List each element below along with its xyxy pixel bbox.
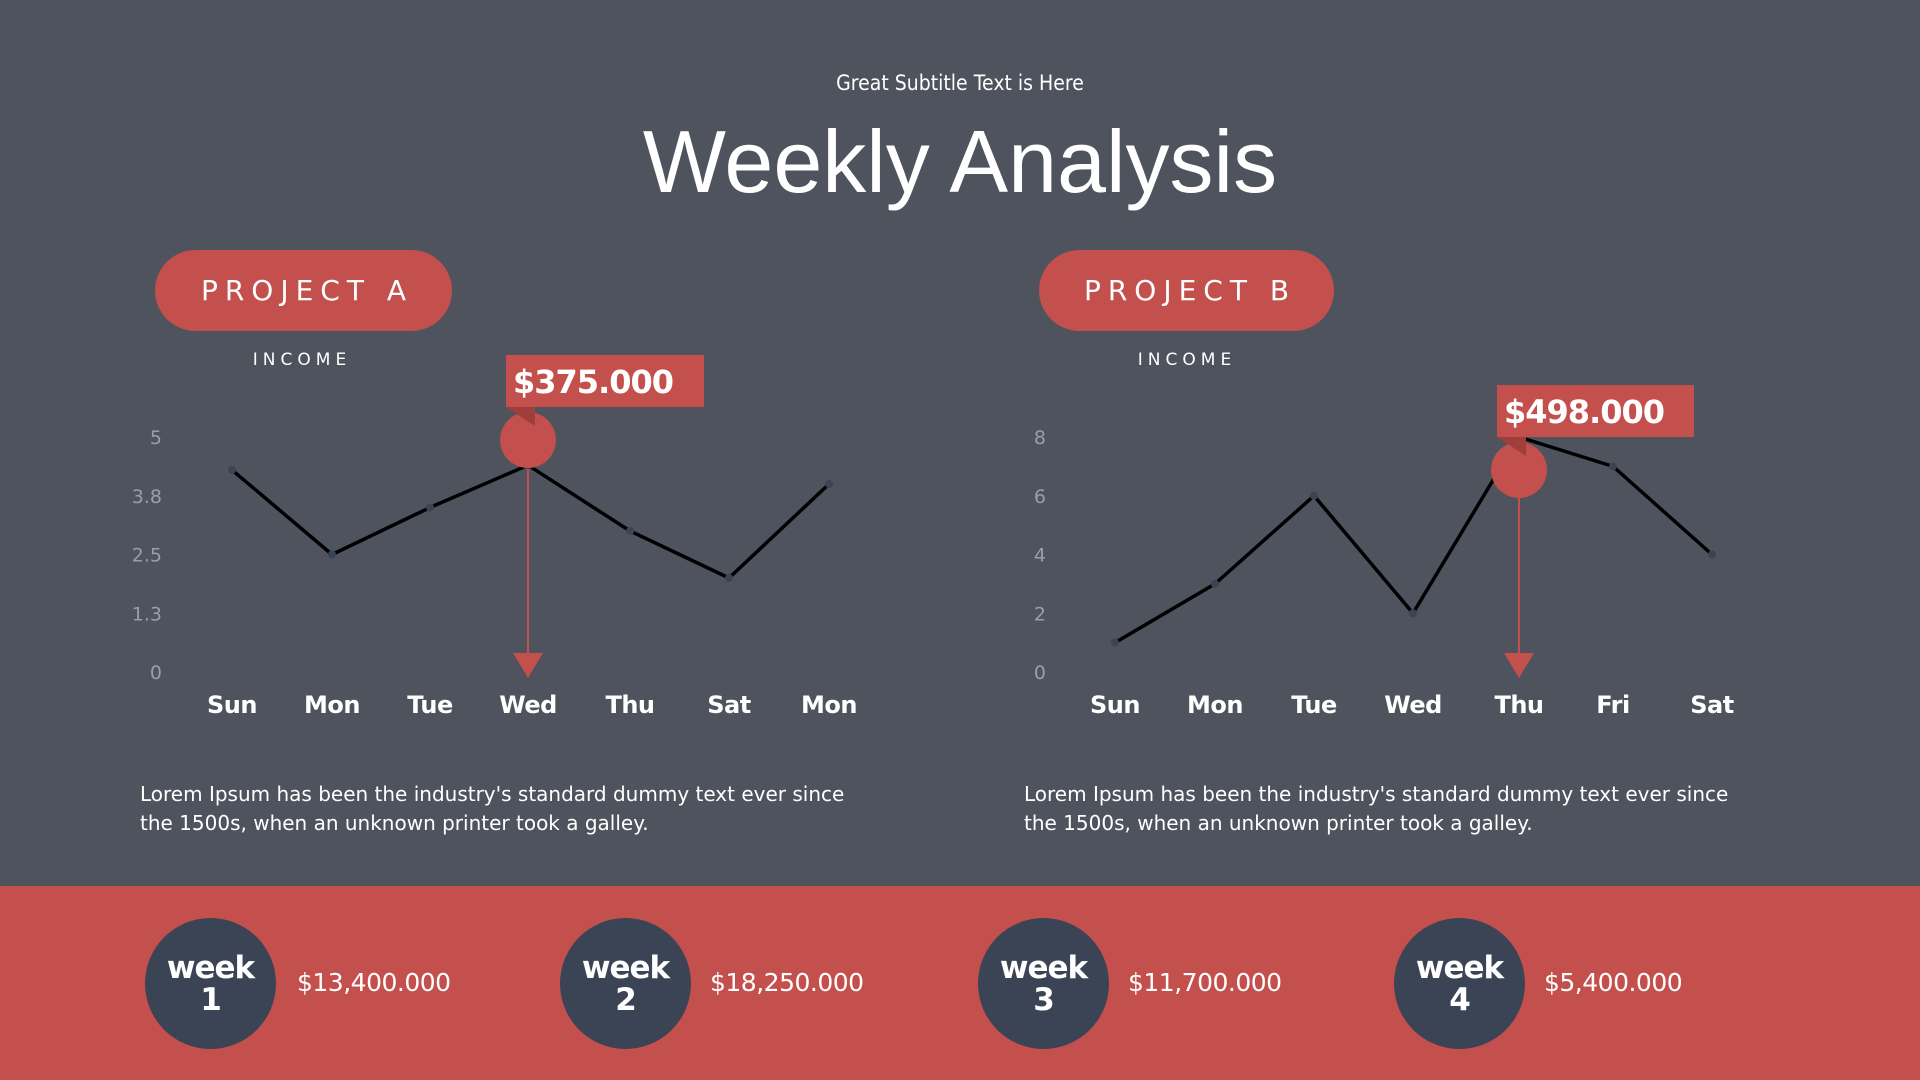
project-b-highlight-marker xyxy=(1491,442,1547,498)
project-b-x-tick: Sun xyxy=(1090,691,1140,719)
project-b-data-point[interactable] xyxy=(1409,609,1417,618)
project-b-y-tick: 8 xyxy=(1034,427,1046,449)
project-b-description: Lorem Ipsum has been the industry's stan… xyxy=(1024,780,1784,838)
project-b-data-point[interactable] xyxy=(1310,491,1318,500)
project-a-data-line xyxy=(230,463,831,581)
project-a-badge: PROJECT A xyxy=(155,250,452,331)
week-1-word: week xyxy=(166,949,255,986)
project-a-description-line2: the 1500s, when an unknown printer took … xyxy=(140,811,649,835)
project-a-highlight-marker xyxy=(500,412,556,468)
project-a-description-line1: Lorem Ipsum has been the industry's stan… xyxy=(140,782,845,806)
project-a-x-tick: Mon xyxy=(801,691,857,719)
project-a-line-chart: 0 1.3 2.5 3.8 5 $375.000 Sun Mon Tue Wed Thu Sat Mon xyxy=(132,355,857,719)
project-b-data-point[interactable] xyxy=(1708,550,1716,559)
project-a-description: Lorem Ipsum has been the industry's stan… xyxy=(140,780,900,838)
project-a-data-point[interactable] xyxy=(626,527,634,535)
charts-canvas: 0 1.3 2.5 3.8 5 $375.000 Sun Mon Tue Wed Thu Sat Mon… xyxy=(132,355,1734,719)
week-1-amount: $13,400.000 xyxy=(297,968,451,997)
project-b-y-tick: 4 xyxy=(1034,545,1046,567)
project-b-y-tick: 0 xyxy=(1034,662,1046,684)
project-a-callout-flag-icon xyxy=(506,407,535,426)
project-a-data-point[interactable] xyxy=(328,550,336,559)
project-b-x-tick: Sat xyxy=(1690,691,1733,719)
project-b-x-tick: Wed xyxy=(1384,691,1442,719)
project-b-description-line1: Lorem Ipsum has been the industry's stan… xyxy=(1024,782,1729,806)
project-a-x-tick: Sat xyxy=(707,691,750,719)
project-b-data-point[interactable] xyxy=(1211,579,1219,588)
week-3-amount: $11,700.000 xyxy=(1128,968,1282,997)
project-a-data-point[interactable] xyxy=(725,574,733,582)
project-b-description-line2: the 1500s, when an unknown printer took … xyxy=(1024,811,1533,835)
project-a-data-point[interactable] xyxy=(825,480,833,488)
week-2-number: 2 xyxy=(615,981,637,1018)
project-a-data-point[interactable] xyxy=(228,465,236,474)
week-4-badge: week 4 xyxy=(1394,918,1525,1049)
project-b-x-tick: Fri xyxy=(1596,691,1629,719)
week-3-number: 3 xyxy=(1033,981,1055,1018)
project-a-y-tick: 2.5 xyxy=(132,545,162,567)
project-a-x-tick: Wed xyxy=(499,691,557,719)
project-a-x-tick: Sun xyxy=(207,691,257,719)
project-a-y-tick: 0 xyxy=(150,662,162,684)
project-b-income-label: INCOME xyxy=(1137,350,1237,370)
week-3-badge: week 3 xyxy=(978,918,1109,1049)
week-4-word: week xyxy=(1415,949,1504,986)
week-3-word: week xyxy=(999,949,1088,986)
project-b-x-tick: Thu xyxy=(1494,691,1543,719)
week-2-badge: week 2 xyxy=(560,918,691,1049)
project-b-callout-flag-icon xyxy=(1497,437,1526,456)
project-b-arrow-down-icon xyxy=(1504,653,1534,678)
project-b-callout-value: $498.000 xyxy=(1504,393,1664,431)
page-title: Weekly Analysis xyxy=(642,112,1278,211)
week-2-amount: $18,250.000 xyxy=(710,968,864,997)
project-a-y-tick: 1.3 xyxy=(132,603,162,625)
project-a-x-tick: Mon xyxy=(304,691,360,719)
project-a-arrow-down-icon xyxy=(513,653,543,678)
project-a-x-tick: Thu xyxy=(605,691,654,719)
project-a-y-tick: 3.8 xyxy=(132,486,162,508)
weekly-summary-band xyxy=(0,886,1920,1080)
project-a-callout-value: $375.000 xyxy=(513,363,673,401)
project-b-data-point[interactable] xyxy=(1111,638,1119,647)
project-b-y-tick: 2 xyxy=(1034,603,1046,625)
week-1-number: 1 xyxy=(200,981,222,1018)
project-b-badge: PROJECT B xyxy=(1039,250,1334,331)
project-a-x-tick: Tue xyxy=(407,691,453,719)
project-a-callout-box xyxy=(506,355,704,407)
project-a-y-tick: 5 xyxy=(150,427,162,449)
subtitle: Great Subtitle Text is Here xyxy=(836,71,1084,95)
project-b-y-tick: 6 xyxy=(1034,486,1046,508)
project-b-x-tick: Mon xyxy=(1187,691,1243,719)
project-b-line-chart: 0 2 4 6 8 $498.000 Sun Mon Tue Wed Thu Fri Sat xyxy=(1034,385,1734,719)
week-2-word: week xyxy=(581,949,670,986)
project-a-income-label: INCOME xyxy=(252,350,352,370)
week-1-badge: week 1 xyxy=(145,918,276,1049)
week-4-number: 4 xyxy=(1449,981,1471,1018)
project-b-data-point[interactable] xyxy=(1609,462,1617,471)
week-4-amount: $5,400.000 xyxy=(1544,968,1683,997)
project-a-data-point[interactable] xyxy=(426,503,434,512)
project-b-callout-box xyxy=(1497,385,1694,437)
project-b-x-tick: Tue xyxy=(1291,691,1337,719)
